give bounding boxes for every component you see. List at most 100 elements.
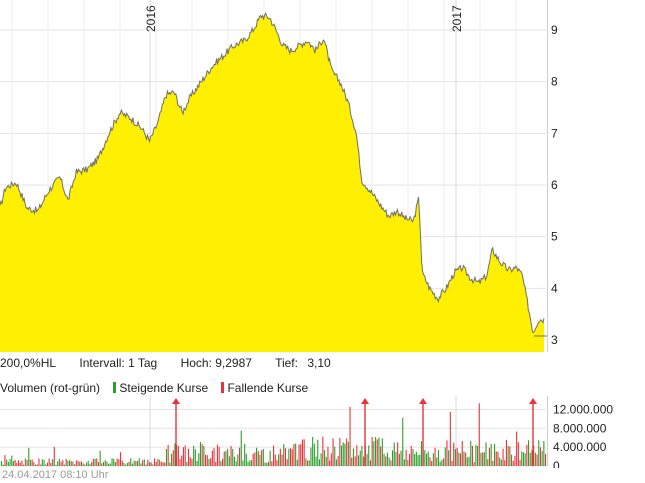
volume-bar xyxy=(502,448,504,466)
volume-bar xyxy=(4,455,6,466)
volume-bar xyxy=(63,464,65,466)
volume-bar xyxy=(199,442,201,466)
volume-bar xyxy=(499,457,501,466)
overflow-arrow-icon xyxy=(172,398,180,404)
volume-bar xyxy=(483,452,485,466)
volume-bar xyxy=(7,461,9,466)
volume-bar xyxy=(108,463,110,466)
volume-bar xyxy=(468,456,470,466)
volume-bar xyxy=(398,453,400,466)
volume-bar xyxy=(104,460,106,466)
volume-bar xyxy=(70,461,72,466)
volume-bar xyxy=(284,448,286,466)
volume-bar xyxy=(220,461,222,466)
volume-bar xyxy=(215,461,217,466)
volume-bar xyxy=(58,459,60,466)
volume-bar xyxy=(341,445,343,466)
volume-bar xyxy=(92,459,94,466)
volume-bar xyxy=(188,448,190,466)
volume-bar xyxy=(206,455,208,466)
volume-bar xyxy=(485,442,487,466)
volume-bar xyxy=(245,453,247,466)
volume-bar xyxy=(381,438,383,466)
volume-bar xyxy=(72,461,74,466)
volume-bar xyxy=(301,439,303,466)
volume-bar xyxy=(371,436,373,466)
volume-bar xyxy=(216,444,218,466)
volume-bar xyxy=(446,440,448,466)
volume-bar xyxy=(97,462,99,466)
volume-bar xyxy=(133,460,135,466)
volume-bar xyxy=(539,447,541,466)
volume-bar xyxy=(29,459,31,466)
volume-bar xyxy=(432,453,434,466)
volume-bar xyxy=(324,450,326,466)
volume-bar xyxy=(274,454,276,466)
volume-bar xyxy=(281,454,283,466)
year-tick-label: 2017 xyxy=(450,5,464,32)
volume-bar xyxy=(437,450,439,466)
volume-bar xyxy=(111,458,113,466)
volume-bar xyxy=(240,430,242,466)
volume-bar xyxy=(543,441,545,466)
volume-bar xyxy=(174,443,176,466)
volume-bar xyxy=(194,449,196,466)
volume-bar xyxy=(352,448,354,466)
volume-bar xyxy=(521,451,523,466)
volume-bar xyxy=(171,453,173,466)
volume-bar xyxy=(109,463,111,466)
volume-bar xyxy=(325,457,327,466)
volume-bar xyxy=(11,455,13,466)
year-tick-label: 2016 xyxy=(144,5,158,32)
volume-bar xyxy=(494,443,496,466)
volume-bar xyxy=(152,464,154,466)
volume-bar xyxy=(14,459,16,466)
volume-bar xyxy=(524,453,526,466)
volume-bar xyxy=(300,444,302,466)
volume-bar xyxy=(116,458,118,466)
high-label: Hoch: 9,2987 xyxy=(180,356,252,370)
volume-bar xyxy=(9,459,11,466)
volume-bar xyxy=(471,445,473,466)
volume-bar xyxy=(290,448,292,466)
volume-bar xyxy=(295,443,297,466)
volume-bar xyxy=(24,458,26,466)
volume-bar xyxy=(392,450,394,466)
volume-bar xyxy=(441,460,443,466)
volume-title: Volumen (rot-grün) xyxy=(0,381,101,395)
volume-bar xyxy=(261,450,263,466)
volume-bar xyxy=(218,447,220,466)
volume-bar xyxy=(91,462,93,466)
low-label: Tief: xyxy=(275,356,298,370)
volume-bar xyxy=(235,461,237,466)
volume-bar xyxy=(312,437,314,466)
price-chart: 3 4 5 6 7 8 9 2016 2017 xyxy=(0,0,558,353)
volume-bar xyxy=(249,460,251,466)
volume-bar xyxy=(250,460,252,466)
volume-bar xyxy=(213,448,215,466)
volume-bar xyxy=(33,462,35,466)
volume-bar xyxy=(449,412,451,466)
volume-bar xyxy=(86,462,88,466)
volume-bar xyxy=(354,456,356,466)
volume-bar xyxy=(193,445,195,466)
volume-bar xyxy=(121,460,123,466)
volume-bar xyxy=(431,460,433,466)
volume-bar xyxy=(495,451,497,466)
volume-bar xyxy=(488,447,490,466)
volume-bar xyxy=(545,453,547,466)
volume-bar xyxy=(514,455,516,466)
volume-bar xyxy=(184,445,186,466)
volume-y-tick-label: 8.000.000 xyxy=(553,421,607,435)
volume-bar xyxy=(519,460,521,466)
y-tick-label: 6 xyxy=(551,178,558,192)
volume-bar xyxy=(470,440,472,466)
volume-bar xyxy=(135,460,137,466)
volume-bar xyxy=(101,463,103,466)
volume-bar xyxy=(67,460,69,466)
volume-bar xyxy=(142,460,144,466)
volume-bar xyxy=(79,461,81,466)
volume-bar xyxy=(400,450,402,466)
overflow-arrow-icon xyxy=(361,398,369,404)
year-axis: 2016 2017 xyxy=(144,5,464,32)
